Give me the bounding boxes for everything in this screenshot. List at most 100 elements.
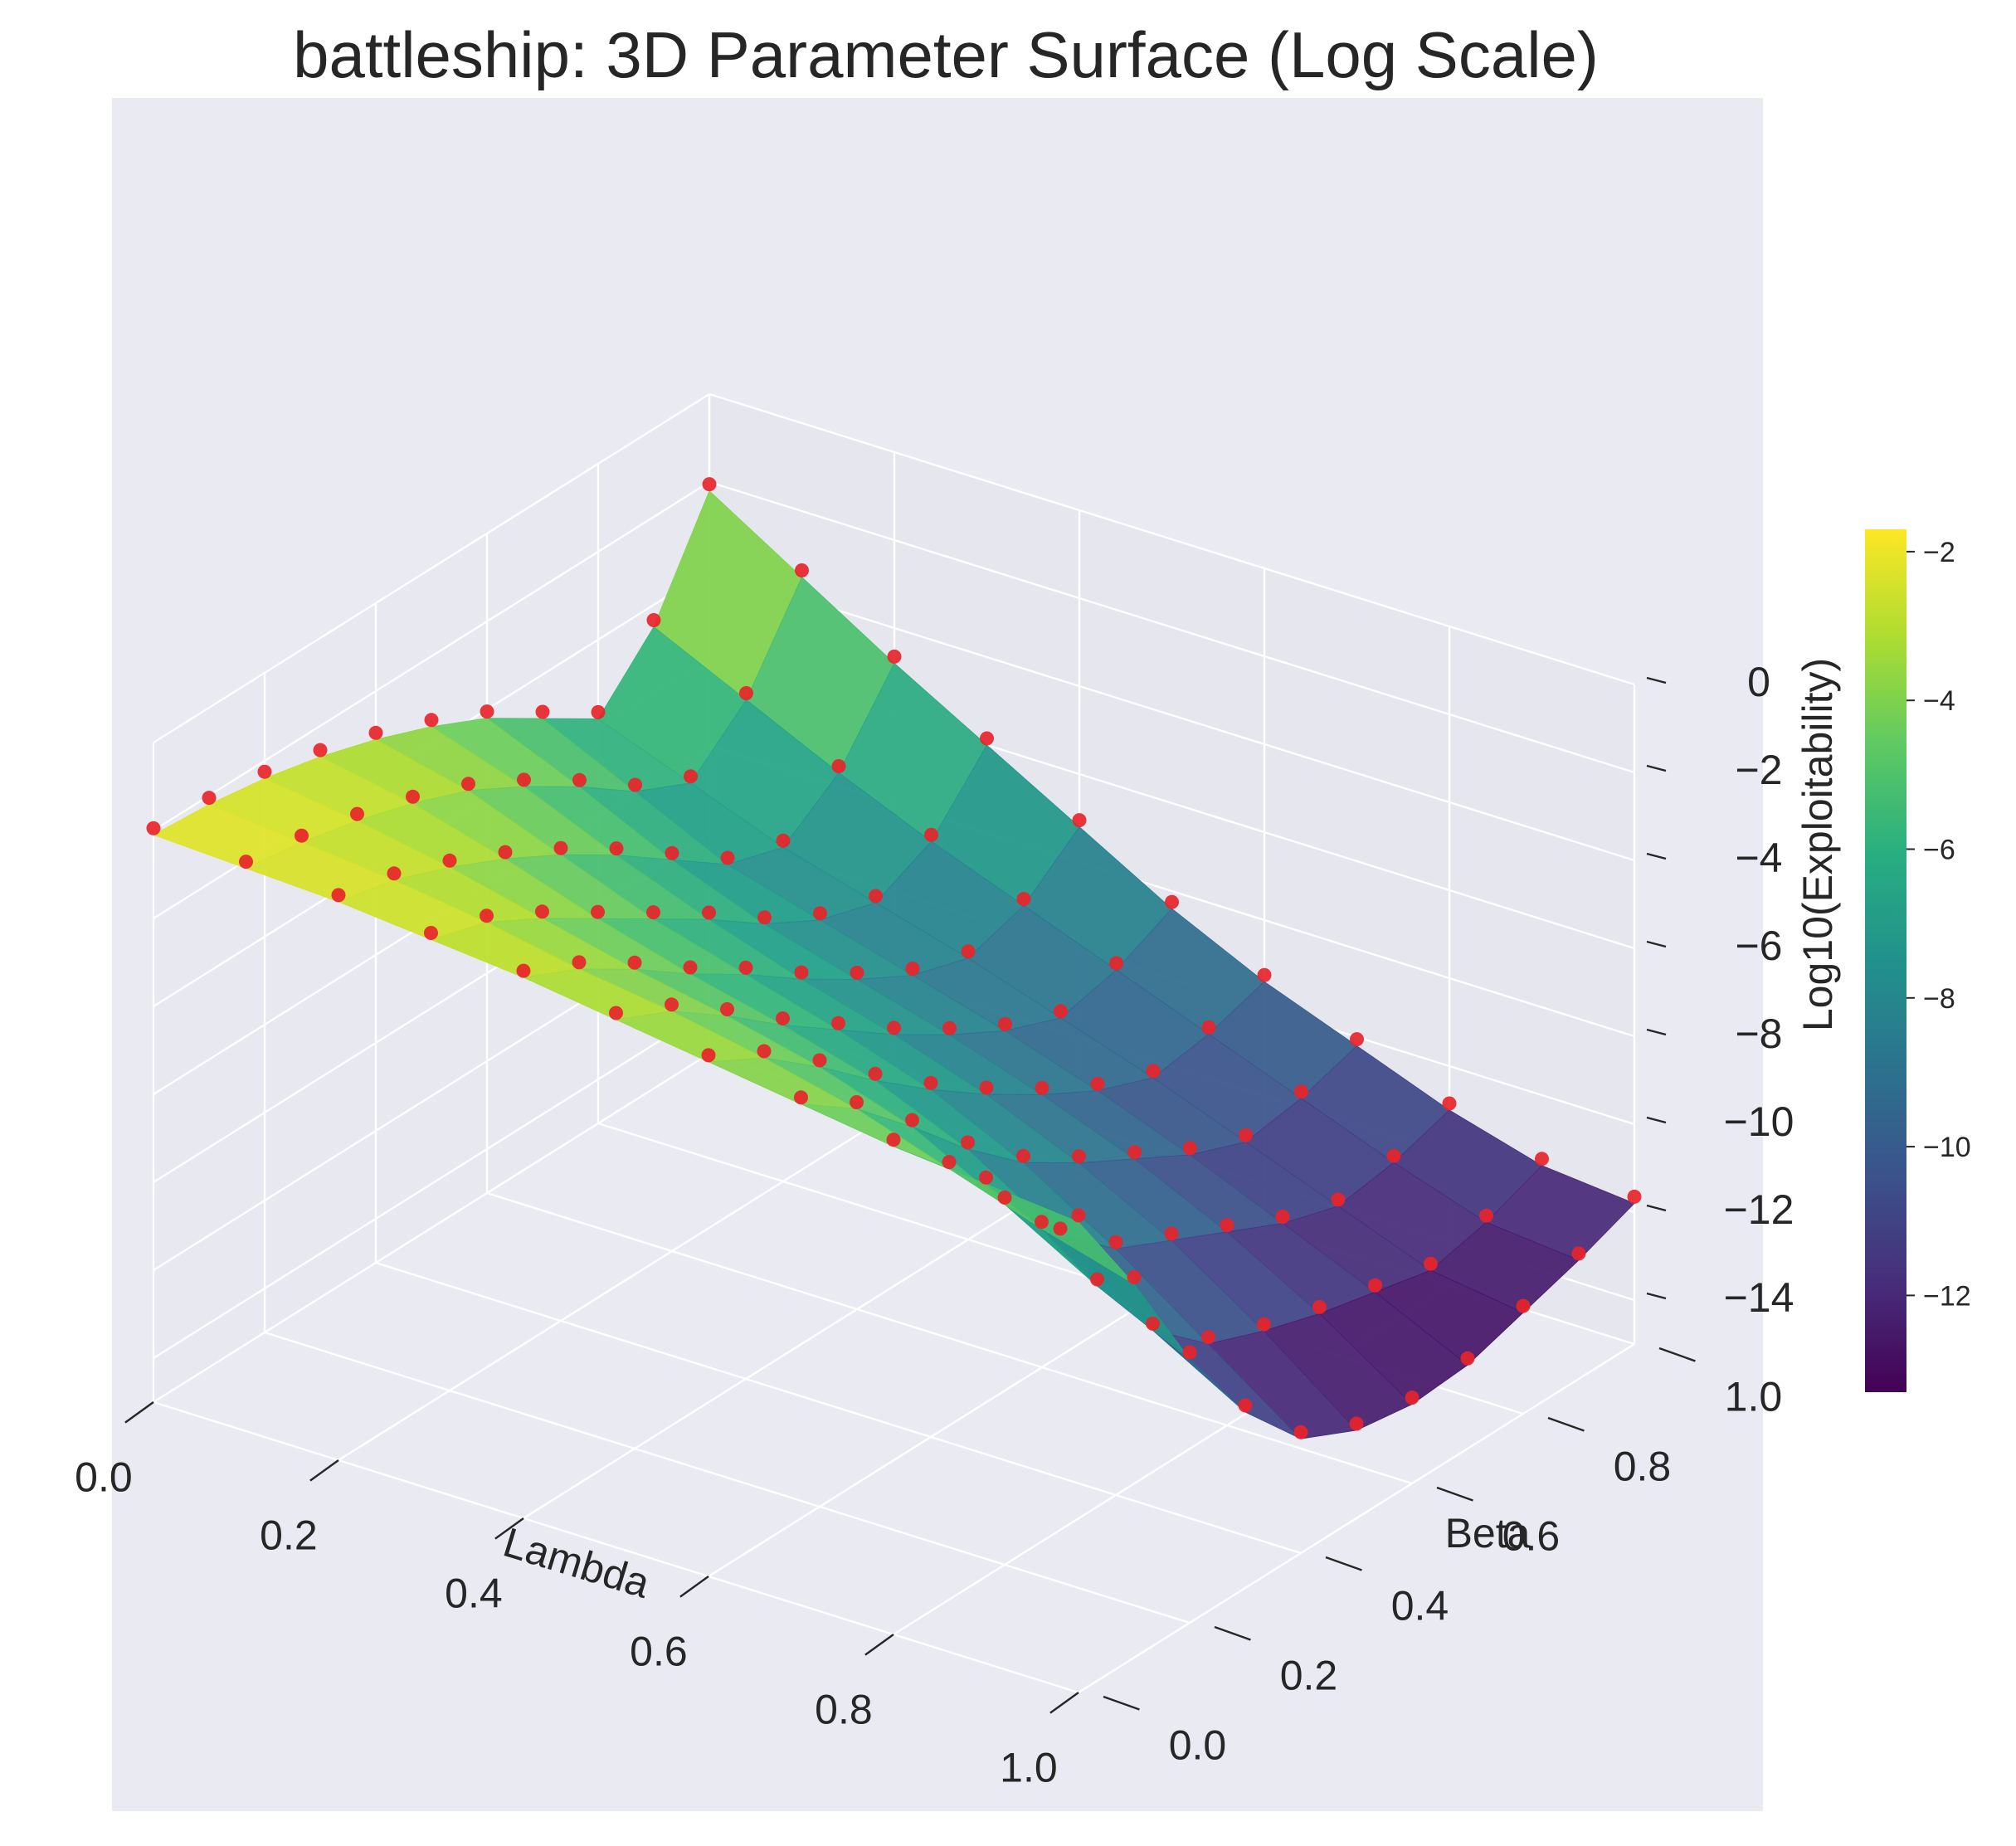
- data-point: [591, 704, 606, 719]
- data-point: [776, 833, 791, 848]
- x-tick-mark: [1049, 1692, 1079, 1714]
- y-tick-label: 0.4: [1391, 1583, 1449, 1629]
- surface: [153, 490, 1635, 1439]
- data-point: [480, 704, 494, 719]
- data-point: [1054, 1004, 1068, 1019]
- colorbar-tick-label: −6: [1923, 835, 1955, 866]
- data-point: [961, 1135, 975, 1150]
- z-tick-label: 0: [1747, 659, 1770, 705]
- data-point: [572, 772, 587, 787]
- y-tick-mark: [1658, 1347, 1696, 1362]
- data-point: [1627, 1189, 1642, 1204]
- data-point: [1164, 1226, 1179, 1241]
- floor-grid-line: [523, 1168, 1080, 1520]
- data-point: [887, 649, 902, 664]
- data-point: [1071, 1208, 1086, 1223]
- data-point: [1108, 1235, 1123, 1249]
- data-point: [1220, 1218, 1234, 1233]
- floor-pane: [153, 1054, 1634, 1693]
- x-tick-mark: [309, 1459, 339, 1482]
- data-point: [1294, 1084, 1308, 1099]
- data-point: [646, 613, 661, 627]
- floor-grid-line: [153, 1052, 710, 1404]
- y-tick-label: 1.0: [1725, 1374, 1783, 1420]
- data-point: [480, 908, 494, 923]
- x-axis-ticks: 0.0 0.2 0.4 0.6 0.8 1.0: [75, 1401, 1079, 1791]
- colorbar-tick-label: −8: [1923, 983, 1955, 1015]
- data-point: [850, 966, 864, 980]
- data-point: [738, 960, 753, 975]
- data-point: [609, 1006, 623, 1020]
- z-tick-label: −6: [1735, 923, 1782, 969]
- data-point: [1053, 1221, 1068, 1236]
- y-tick-mark: [1325, 1556, 1362, 1571]
- data-point: [794, 965, 809, 980]
- data-point: [1072, 1149, 1086, 1164]
- data-point: [886, 1132, 901, 1147]
- data-point: [1165, 894, 1179, 909]
- data-point: [1312, 1299, 1327, 1314]
- y-axis-label: Beta: [1445, 1510, 1531, 1556]
- data-point: [812, 1053, 827, 1068]
- data-point: [406, 789, 420, 804]
- data-point: [1016, 1148, 1030, 1163]
- floor-grid-line: [153, 1400, 1079, 1694]
- z-tick-mark: [1646, 1204, 1667, 1212]
- data-point: [1535, 1152, 1549, 1167]
- x-tick-label: 0.2: [260, 1512, 318, 1559]
- data-point: [998, 1016, 1012, 1031]
- data-point: [961, 944, 976, 959]
- z-tick-mark: [1646, 852, 1667, 860]
- data-point: [516, 963, 531, 978]
- data-point: [1182, 1345, 1197, 1360]
- y-tick-label: 0.0: [1169, 1722, 1227, 1769]
- colorbar-ticks: −2 −4 −6 −8 −10 −12: [1906, 537, 1971, 1312]
- data-point: [923, 1075, 938, 1090]
- z-tick-label: −4: [1735, 835, 1782, 881]
- data-point: [239, 855, 253, 869]
- data-point: [1183, 1141, 1197, 1156]
- data-point: [350, 806, 364, 821]
- data-point: [1127, 1270, 1142, 1284]
- data-point: [887, 1020, 901, 1035]
- data-point: [424, 926, 438, 940]
- data-point: [442, 853, 457, 868]
- data-point: [609, 841, 624, 856]
- data-point: [572, 955, 587, 970]
- x-tick-mark: [679, 1576, 709, 1598]
- data-point: [702, 905, 716, 920]
- data-point: [424, 713, 439, 728]
- y-tick-label: 0.2: [1280, 1653, 1338, 1699]
- data-point: [591, 904, 605, 919]
- data-point: [980, 731, 994, 746]
- y-tick-mark: [1103, 1695, 1140, 1711]
- data-point: [646, 905, 660, 920]
- y-tick-mark: [1547, 1416, 1585, 1432]
- x-tick-label: 0.4: [445, 1571, 503, 1617]
- z-tick-mark: [1646, 1292, 1667, 1300]
- data-point: [683, 960, 698, 975]
- z-tick-label: −8: [1735, 1011, 1782, 1057]
- z-tick-mark: [1646, 1028, 1667, 1036]
- data-point: [701, 1048, 716, 1063]
- data-point: [146, 821, 161, 835]
- data-point: [924, 827, 938, 842]
- data-point: [757, 910, 772, 925]
- data-point: [702, 477, 717, 492]
- data-point: [1239, 1128, 1253, 1142]
- data-point: [1090, 1272, 1104, 1287]
- data-point: [517, 772, 531, 787]
- data-point: [1109, 956, 1123, 971]
- x-tick-mark: [864, 1634, 894, 1656]
- data-point: [1257, 967, 1272, 982]
- floor-grid-line: [375, 1261, 1302, 1555]
- z-tick-label: −2: [1735, 747, 1782, 793]
- data-point: [1201, 1330, 1215, 1345]
- data-point: [869, 889, 883, 904]
- data-point: [1349, 1416, 1364, 1431]
- data-point: [684, 769, 698, 784]
- y-axis-ticks: 0.0 0.2 0.4 0.6 0.8 1.0: [1103, 1347, 1783, 1769]
- data-point: [295, 828, 309, 843]
- z-tick-mark: [1646, 676, 1667, 684]
- floor-grid-line: [486, 1191, 1413, 1485]
